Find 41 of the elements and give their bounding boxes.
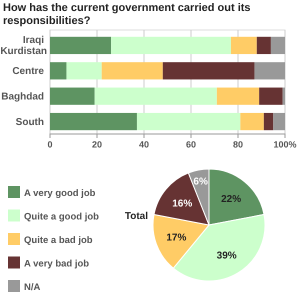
bar [50, 62, 66, 80]
legend-label: A very bad job [24, 258, 90, 270]
y-tick-label: Baghdad [1, 91, 44, 102]
bar [256, 36, 271, 54]
bar [264, 112, 274, 130]
text: Total [124, 211, 148, 222]
bar [240, 112, 264, 130]
bar [50, 36, 112, 54]
legend-label: Quite a bad job [24, 235, 93, 246]
bar [66, 62, 102, 80]
bar [259, 88, 283, 105]
y-tick-label: South [16, 116, 44, 128]
data-label: 39% [216, 250, 237, 262]
bar [94, 88, 217, 105]
bar [270, 36, 285, 54]
data-label: 16% [172, 198, 192, 210]
data-label: 17% [166, 232, 186, 244]
x-tick-label: 0 [47, 139, 53, 150]
legend-label: N/A [24, 282, 40, 293]
bar [230, 36, 257, 54]
chart-title: How has the current government carried out its responsibilities? [3, 2, 251, 27]
legend-label: A very good job [24, 188, 96, 199]
x-tick-label: 20 [92, 139, 102, 150]
x-tick-label: 100% [273, 139, 297, 150]
x-tick-label: 60 [186, 139, 196, 150]
data-label: 6% [193, 176, 208, 188]
bar [50, 88, 95, 105]
x-tick-label: 40 [138, 139, 150, 150]
bar [102, 62, 163, 80]
bar [216, 88, 260, 105]
bar [136, 112, 240, 130]
x-tick-label: 80 [232, 139, 244, 150]
bar [111, 36, 231, 54]
bar [254, 62, 285, 80]
bar [50, 112, 137, 130]
bar [162, 62, 254, 80]
legend-label: Quite a good job [24, 212, 100, 222]
bar [273, 112, 285, 130]
data-label: 22% [221, 194, 242, 205]
y-tick-label: Centre [12, 66, 44, 78]
y-tick-label: Iraqi Kurdistan [0, 34, 47, 57]
